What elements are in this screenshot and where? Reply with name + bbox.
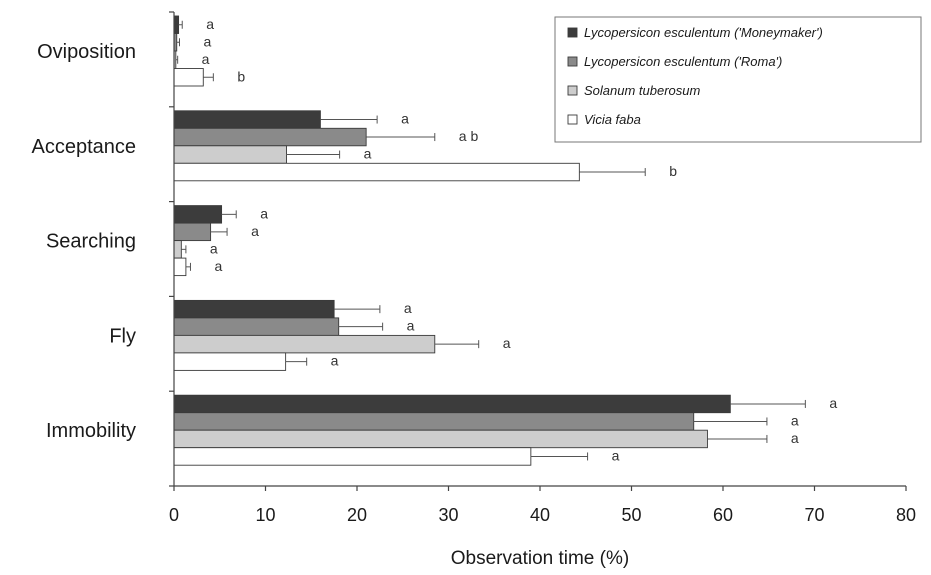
bar	[173, 162, 580, 182]
significance-label: a	[331, 353, 339, 369]
category-label: Fly	[109, 325, 136, 347]
legend-label: Solanum tuberosum	[584, 83, 701, 98]
x-tick-label: 80	[896, 505, 916, 525]
x-tick-label: 60	[713, 505, 733, 525]
legend-label: Vicia faba	[584, 112, 641, 127]
x-tick-label: 30	[438, 505, 458, 525]
x-axis-ticks: 0 10 20 30 40 50 60 70 80	[169, 486, 916, 525]
legend: Lycopersicon esculentum ('Moneymaker') Ly…	[554, 16, 922, 143]
bar	[173, 317, 340, 336]
x-tick-label: 70	[804, 505, 824, 525]
significance-label: a	[364, 146, 372, 162]
x-tick-label: 40	[530, 505, 550, 525]
significance-label: a	[791, 412, 799, 428]
significance-label: a	[260, 205, 268, 221]
bar	[173, 145, 287, 164]
significance-label: a	[791, 430, 799, 446]
legend-box	[554, 16, 922, 143]
legend-swatch	[567, 85, 578, 96]
bar	[173, 110, 321, 129]
x-tick-label: 0	[169, 505, 179, 525]
x-axis-title: Observation time (%)	[451, 548, 629, 569]
category-label: Acceptance	[31, 136, 136, 158]
bar	[173, 127, 367, 147]
bar	[173, 205, 223, 224]
legend-swatch	[567, 56, 578, 67]
bar	[173, 240, 182, 259]
legend-swatch	[567, 114, 578, 125]
bar	[173, 68, 204, 87]
significance-label: a	[202, 51, 210, 67]
significance-label: a	[612, 447, 620, 463]
category-label: Immobility	[46, 420, 136, 442]
significance-label: a	[210, 240, 218, 256]
bar	[173, 222, 212, 242]
bar	[173, 412, 695, 431]
category-label: Searching	[46, 231, 136, 253]
significance-label: a	[404, 300, 412, 316]
x-tick-label: 50	[621, 505, 641, 525]
legend-swatch	[567, 27, 578, 38]
bar	[173, 299, 335, 319]
legend-label: Lycopersicon esculentum ('Moneymaker')	[584, 25, 823, 40]
significance-label: a	[251, 223, 259, 239]
significance-label: a	[829, 395, 837, 411]
bar	[173, 257, 187, 277]
significance-label: a b	[459, 128, 479, 144]
significance-label: a	[407, 318, 415, 334]
significance-label: a	[401, 111, 409, 127]
bar	[173, 334, 436, 354]
significance-label: a	[214, 258, 222, 274]
category-labels: Oviposition Acceptance Searching Fly Immobil…	[31, 11, 174, 487]
significance-label: b	[237, 68, 245, 84]
x-tick-label: 20	[347, 505, 367, 525]
bar	[173, 394, 731, 414]
bar	[173, 429, 708, 449]
significance-label: a	[206, 16, 214, 32]
significance-label: b	[669, 163, 677, 179]
significance-label: a	[503, 335, 511, 351]
bar	[173, 352, 287, 371]
significance-label: a	[203, 33, 211, 49]
bar	[173, 447, 532, 466]
legend-label: Lycopersicon esculentum ('Roma')	[584, 54, 782, 69]
x-tick-label: 10	[255, 505, 275, 525]
bar	[173, 15, 180, 34]
category-label: Oviposition	[37, 41, 136, 63]
